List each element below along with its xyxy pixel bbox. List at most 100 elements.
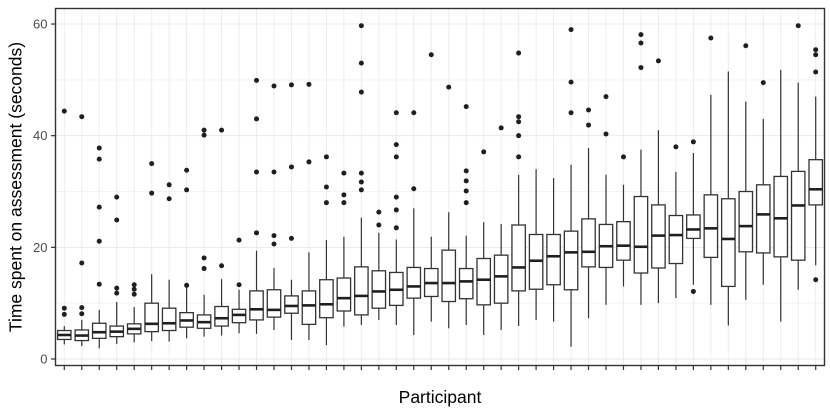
outlier-dot [446,84,452,90]
outlier-dot [96,204,102,210]
outlier-dot [516,133,522,139]
outlier-dot [306,81,312,87]
box-iqr [773,175,789,258]
outlier-dot [358,89,364,95]
outlier-dot [813,277,819,283]
outlier-dot [131,291,137,297]
y-tick-label: 0 [40,352,47,367]
outlier-dot [655,58,661,64]
outlier-dot [184,187,190,193]
outlier-dot [638,65,644,71]
outlier-dot [760,80,766,86]
outlier-dot [184,282,190,288]
box-iqr [738,190,754,253]
box-iqr [406,266,422,299]
outlier-dot [393,207,399,213]
outlier-dot [813,52,819,58]
outlier-dot [236,237,242,243]
outlier-dot [96,238,102,244]
outlier-dot [813,47,819,53]
outlier-dot [411,186,417,192]
outlier-dot [603,94,609,100]
box-iqr [563,230,579,291]
outlier-dot [463,168,469,174]
panel-background [55,8,825,366]
outlier-dot [79,311,85,317]
outlier-dot [516,119,522,125]
outlier-dot [96,145,102,151]
outlier-dot [288,164,294,170]
outlier-dot [708,35,714,41]
box-iqr [266,289,282,318]
outlier-dot [393,154,399,160]
outlier-dot [358,179,364,185]
box-iqr [476,257,492,306]
outlier-dot [795,23,801,29]
outlier-dot [393,194,399,200]
panel-border [54,7,826,367]
outlier-dot [288,235,294,241]
outlier-dot [61,108,67,114]
outlier-dot [393,110,399,116]
outlier-dot [61,311,67,317]
outlier-dot [306,159,312,165]
outlier-dot [219,127,225,133]
outlier-dot [131,286,137,292]
outlier-dot [813,69,819,75]
outlier-dot [463,178,469,184]
outlier-dot [323,200,329,206]
outlier-dot [201,255,207,261]
outlier-dot [271,83,277,89]
outlier-dot [516,50,522,56]
outlier-dot [184,167,190,173]
box-iqr [581,218,596,268]
outlier-dot [463,200,469,206]
outlier-dot [358,170,364,176]
box-iqr [91,322,107,339]
outlier-dot [393,142,399,148]
outlier-dot [743,43,749,49]
box-iqr [616,221,631,261]
box-iqr [703,194,719,259]
box-iqr [790,170,806,261]
box-iqr [161,307,177,332]
outlier-dot [673,144,679,150]
outlier-dot [428,52,434,58]
box-iqr [720,198,736,288]
outlier-dot [79,114,85,120]
outlier-dot [254,169,260,175]
outlier-dot [411,110,417,116]
outlier-dot [603,131,609,137]
outlier-dot [254,230,260,236]
outlier-dot [96,281,102,287]
outlier-dot [620,154,626,160]
outlier-dot [341,192,347,198]
outlier-dot [498,125,504,131]
outlier-dot [323,184,329,190]
outlier-dot [393,225,399,231]
outlier-dot [481,149,487,155]
outlier-dot [690,139,696,145]
outlier-dot [271,233,277,239]
outlier-dot [376,209,382,215]
box-iqr [144,302,160,333]
box-iqr [546,233,561,286]
outlier-dot [149,161,155,167]
box-iqr [808,159,824,206]
outlier-dot [358,60,364,66]
box-iqr [458,267,474,300]
outlier-dot [114,194,120,200]
outlier-dot [376,222,382,228]
outlier-dot [114,285,120,291]
outlier-dot [79,305,85,311]
outlier-dot [114,290,120,296]
x-axis-title: Participant [398,387,482,407]
outlier-dot [586,107,592,113]
outlier-dot [463,104,469,110]
box-iqr [755,184,771,254]
outlier-dot [568,110,574,116]
outlier-dot [568,79,574,85]
outlier-dot [586,122,592,128]
